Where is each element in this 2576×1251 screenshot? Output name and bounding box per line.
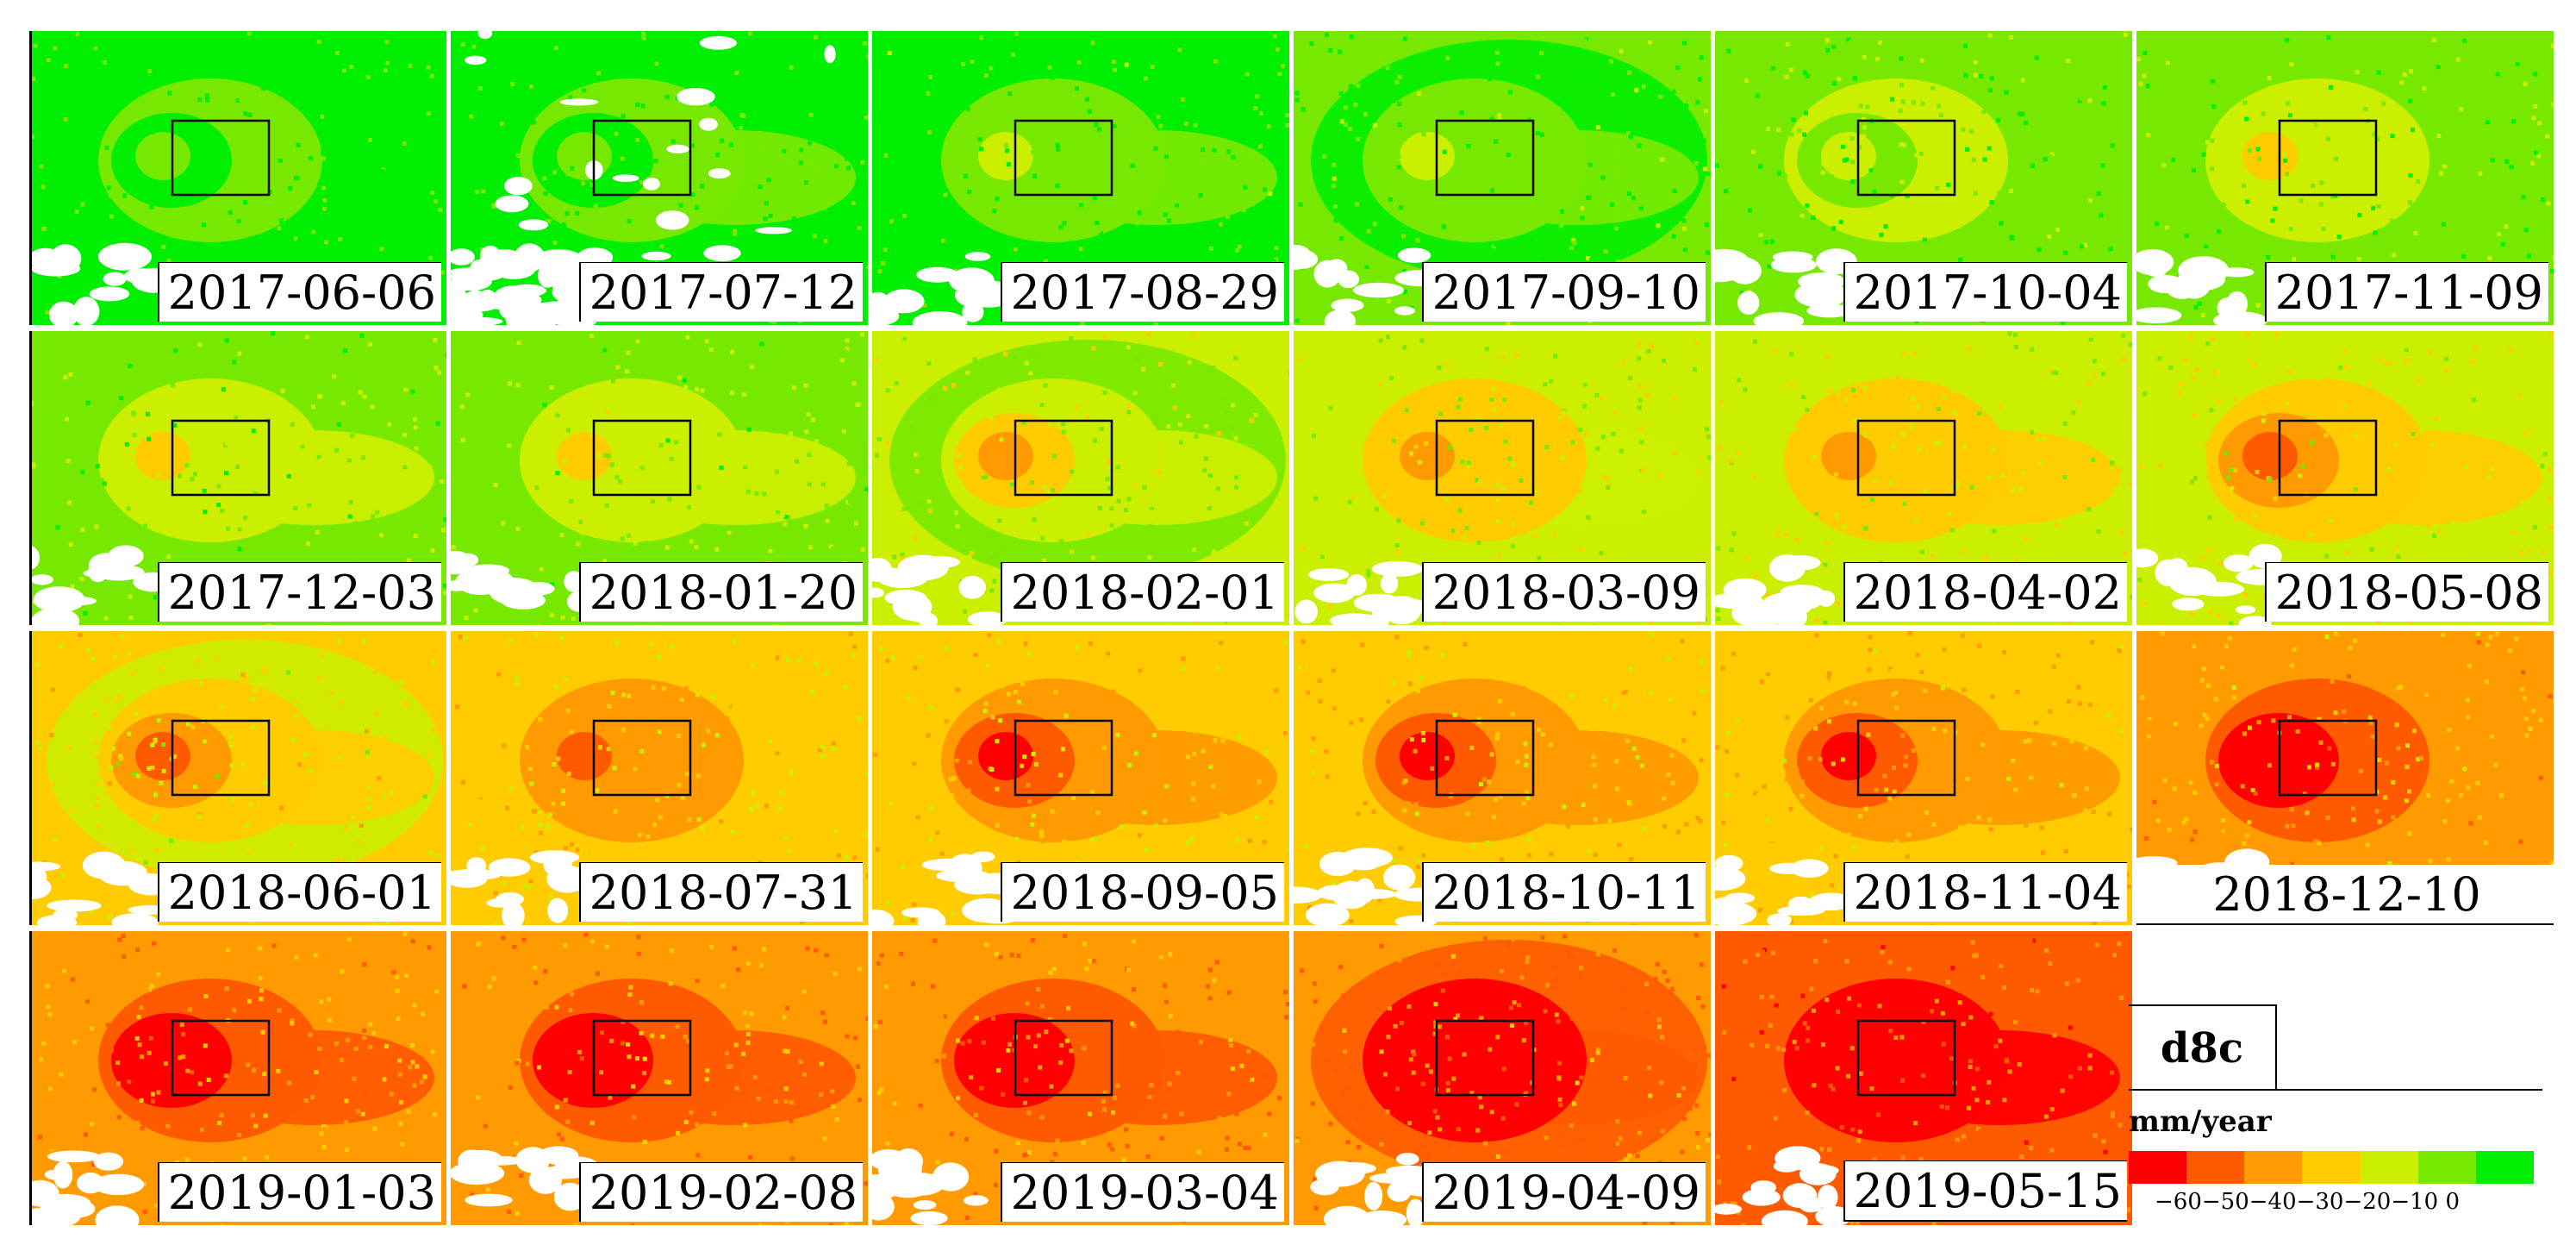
deformation-panel: 2017-08-29 bbox=[872, 31, 1289, 325]
panel-date-label: 2019-02-08 bbox=[578, 1162, 863, 1222]
colorbar-swatch bbox=[2475, 1151, 2534, 1184]
panel-date-label: 2018-03-09 bbox=[1421, 562, 1706, 622]
deformation-panel: 2017-10-04 bbox=[1715, 31, 2132, 325]
panel-date-label: 2017-11-09 bbox=[2264, 262, 2548, 322]
panel-date-label: 2018-10-11 bbox=[1421, 862, 1706, 922]
panel-date-label: 2018-01-20 bbox=[578, 562, 863, 622]
deformation-panel: 2019-01-03 bbox=[29, 931, 446, 1225]
panel-date-label: 2017-10-04 bbox=[1843, 262, 2127, 322]
deformation-panel: 2018-02-01 bbox=[872, 331, 1289, 625]
panel-date-label: 2019-04-09 bbox=[1421, 1162, 1706, 1222]
panel-date-label: 2018-12-10 bbox=[2136, 865, 2554, 925]
deformation-panel: 2018-10-11 bbox=[1294, 631, 1711, 925]
panel-date-label: 2019-03-04 bbox=[1000, 1162, 1284, 1222]
unit-label: mm/year bbox=[2129, 1104, 2272, 1139]
panel-date-label: 2018-07-31 bbox=[578, 862, 863, 922]
panel-edge bbox=[29, 31, 32, 325]
panel-date-label: 2017-08-29 bbox=[1000, 262, 1284, 322]
panel-edge bbox=[29, 931, 32, 1225]
panel-date-label: 2017-07-12 bbox=[578, 262, 863, 322]
deformation-panel: 2018-05-08 bbox=[2136, 331, 2554, 625]
panel-date-label: 2018-05-08 bbox=[2264, 562, 2548, 622]
panel-date-label: 2018-04-02 bbox=[1843, 562, 2127, 622]
panel-date-label: 2018-11-04 bbox=[1843, 862, 2127, 922]
panel-date-label: 2018-02-01 bbox=[1000, 562, 1284, 622]
panel-id-label: d8c bbox=[2129, 1004, 2277, 1091]
deformation-panel: 2018-03-09 bbox=[1294, 331, 1711, 625]
panel-edge bbox=[29, 331, 32, 625]
deformation-panel: 2017-06-06 bbox=[29, 31, 446, 325]
panel-date-label: 2018-09-05 bbox=[1000, 862, 1284, 922]
colorbar-tick-labels: −60−50−40−30−20−10 0 bbox=[2155, 1189, 2461, 1215]
panel-date-label: 2017-09-10 bbox=[1421, 262, 1706, 322]
deformation-panel: 2018-06-01 bbox=[29, 631, 446, 925]
deformation-panel: 2018-09-05 bbox=[872, 631, 1289, 925]
deformation-panel: 2017-12-03 bbox=[29, 331, 446, 625]
deformation-panel: 2017-11-09 bbox=[2136, 31, 2554, 325]
panel-date-label: 2018-06-01 bbox=[157, 862, 441, 922]
deformation-panel: 2019-03-04 bbox=[872, 931, 1289, 1225]
deformation-panel: 2018-11-04 bbox=[1715, 631, 2132, 925]
legend-area: d8c mm/year −60−50−40−30−20−10 0 bbox=[2129, 935, 2568, 1246]
panel-date-label: 2019-05-15 bbox=[1843, 1160, 2127, 1222]
deformation-panel: 2018-12-10 bbox=[2136, 631, 2554, 925]
colorbar-swatch bbox=[2417, 1151, 2476, 1184]
colorbar-swatch bbox=[2360, 1151, 2418, 1184]
colorbar bbox=[2129, 1151, 2534, 1184]
colorbar-swatch bbox=[2244, 1151, 2303, 1184]
deformation-panel: 2017-09-10 bbox=[1294, 31, 1711, 325]
panel-date-label: 2017-06-06 bbox=[157, 262, 441, 322]
deformation-panel: 2018-07-31 bbox=[451, 631, 868, 925]
deformation-panel: 2019-05-15 bbox=[1715, 931, 2132, 1225]
panel-date-label: 2019-01-03 bbox=[157, 1162, 441, 1222]
panel-edge bbox=[29, 631, 32, 925]
deformation-panel: 2019-02-08 bbox=[451, 931, 868, 1225]
colorbar-swatch bbox=[2129, 1151, 2187, 1184]
legend-divider bbox=[2129, 1089, 2542, 1091]
deformation-panel: 2018-01-20 bbox=[451, 331, 868, 625]
colorbar-swatch bbox=[2302, 1151, 2361, 1184]
colorbar-swatch bbox=[2186, 1151, 2245, 1184]
deformation-panel: 2018-04-02 bbox=[1715, 331, 2132, 625]
deformation-panel: 2017-07-12 bbox=[451, 31, 868, 325]
deformation-panel: 2019-04-09 bbox=[1294, 931, 1711, 1225]
panel-date-label: 2017-12-03 bbox=[157, 562, 441, 622]
